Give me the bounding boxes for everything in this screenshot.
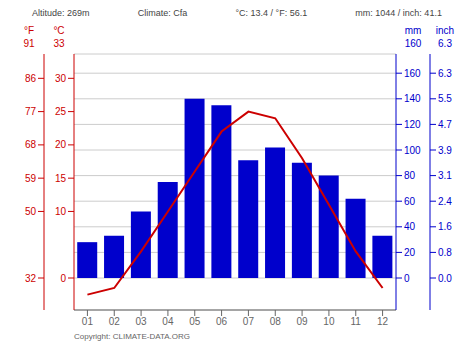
svg-text:100: 100 bbox=[404, 145, 421, 156]
svg-text:3.9: 3.9 bbox=[438, 145, 452, 156]
html-text:Altitude: 269m: Altitude: 269m bbox=[32, 8, 90, 18]
svg-text:0.0: 0.0 bbox=[438, 273, 452, 284]
svg-text:06: 06 bbox=[216, 316, 228, 327]
svg-text:01: 01 bbox=[82, 316, 94, 327]
svg-text:10: 10 bbox=[323, 316, 335, 327]
svg-text:°C: °C bbox=[53, 25, 64, 36]
svg-text:3.1: 3.1 bbox=[438, 170, 452, 181]
svg-text:10: 10 bbox=[55, 206, 67, 217]
svg-text:6.3: 6.3 bbox=[438, 38, 452, 49]
svg-text:inch: inch bbox=[436, 25, 454, 36]
svg-text:40: 40 bbox=[404, 221, 416, 232]
svg-text:20: 20 bbox=[55, 139, 67, 150]
svg-text:03: 03 bbox=[136, 316, 148, 327]
svg-text:20: 20 bbox=[404, 247, 416, 258]
svg-text:02: 02 bbox=[109, 316, 121, 327]
svg-text:32: 32 bbox=[25, 273, 37, 284]
svg-text:5.5: 5.5 bbox=[438, 93, 452, 104]
svg-text:160: 160 bbox=[405, 38, 422, 49]
svg-text:80: 80 bbox=[404, 170, 416, 181]
svg-text:11: 11 bbox=[351, 316, 362, 327]
svg-text:86: 86 bbox=[25, 73, 37, 84]
svg-text:4.7: 4.7 bbox=[438, 119, 452, 130]
svg-text:120: 120 bbox=[404, 119, 421, 130]
svg-text:25: 25 bbox=[55, 106, 67, 117]
svg-text:08: 08 bbox=[270, 316, 282, 327]
svg-text:0.8: 0.8 bbox=[438, 247, 452, 258]
svg-text:1.6: 1.6 bbox=[438, 221, 452, 232]
svg-text:2.4: 2.4 bbox=[438, 196, 452, 207]
svg-text:30: 30 bbox=[55, 73, 67, 84]
html-text:mm: 1044 / inch: 41.1: mm: 1044 / inch: 41.1 bbox=[355, 8, 442, 18]
svg-text:09: 09 bbox=[297, 316, 309, 327]
svg-text:60: 60 bbox=[404, 196, 416, 207]
svg-text:160: 160 bbox=[404, 68, 421, 79]
svg-text:07: 07 bbox=[243, 316, 255, 327]
svg-text:0: 0 bbox=[60, 273, 66, 284]
svg-text:12: 12 bbox=[377, 316, 389, 327]
svg-text:15: 15 bbox=[55, 173, 67, 184]
svg-text:33: 33 bbox=[53, 38, 65, 49]
svg-text:77: 77 bbox=[25, 106, 37, 117]
html-text:°C: 13.4 / °F: 56.1: °C: 13.4 / °F: 56.1 bbox=[235, 8, 308, 18]
svg-text:04: 04 bbox=[162, 316, 174, 327]
svg-text:59: 59 bbox=[25, 173, 37, 184]
svg-text:mm: mm bbox=[405, 25, 422, 36]
svg-text:50: 50 bbox=[25, 206, 37, 217]
svg-text:6.3: 6.3 bbox=[438, 68, 452, 79]
svg-text:140: 140 bbox=[404, 93, 421, 104]
svg-text:05: 05 bbox=[189, 316, 201, 327]
html-text:Climate: Cfa: Climate: Cfa bbox=[137, 8, 188, 18]
svg-text:0: 0 bbox=[404, 273, 410, 284]
svg-text:68: 68 bbox=[25, 139, 37, 150]
svg-text:°F: °F bbox=[24, 25, 34, 36]
svg-text:91: 91 bbox=[23, 38, 35, 49]
html-text:Copyright: CLIMATE-DATA.ORG: Copyright: CLIMATE-DATA.ORG bbox=[74, 332, 190, 341]
